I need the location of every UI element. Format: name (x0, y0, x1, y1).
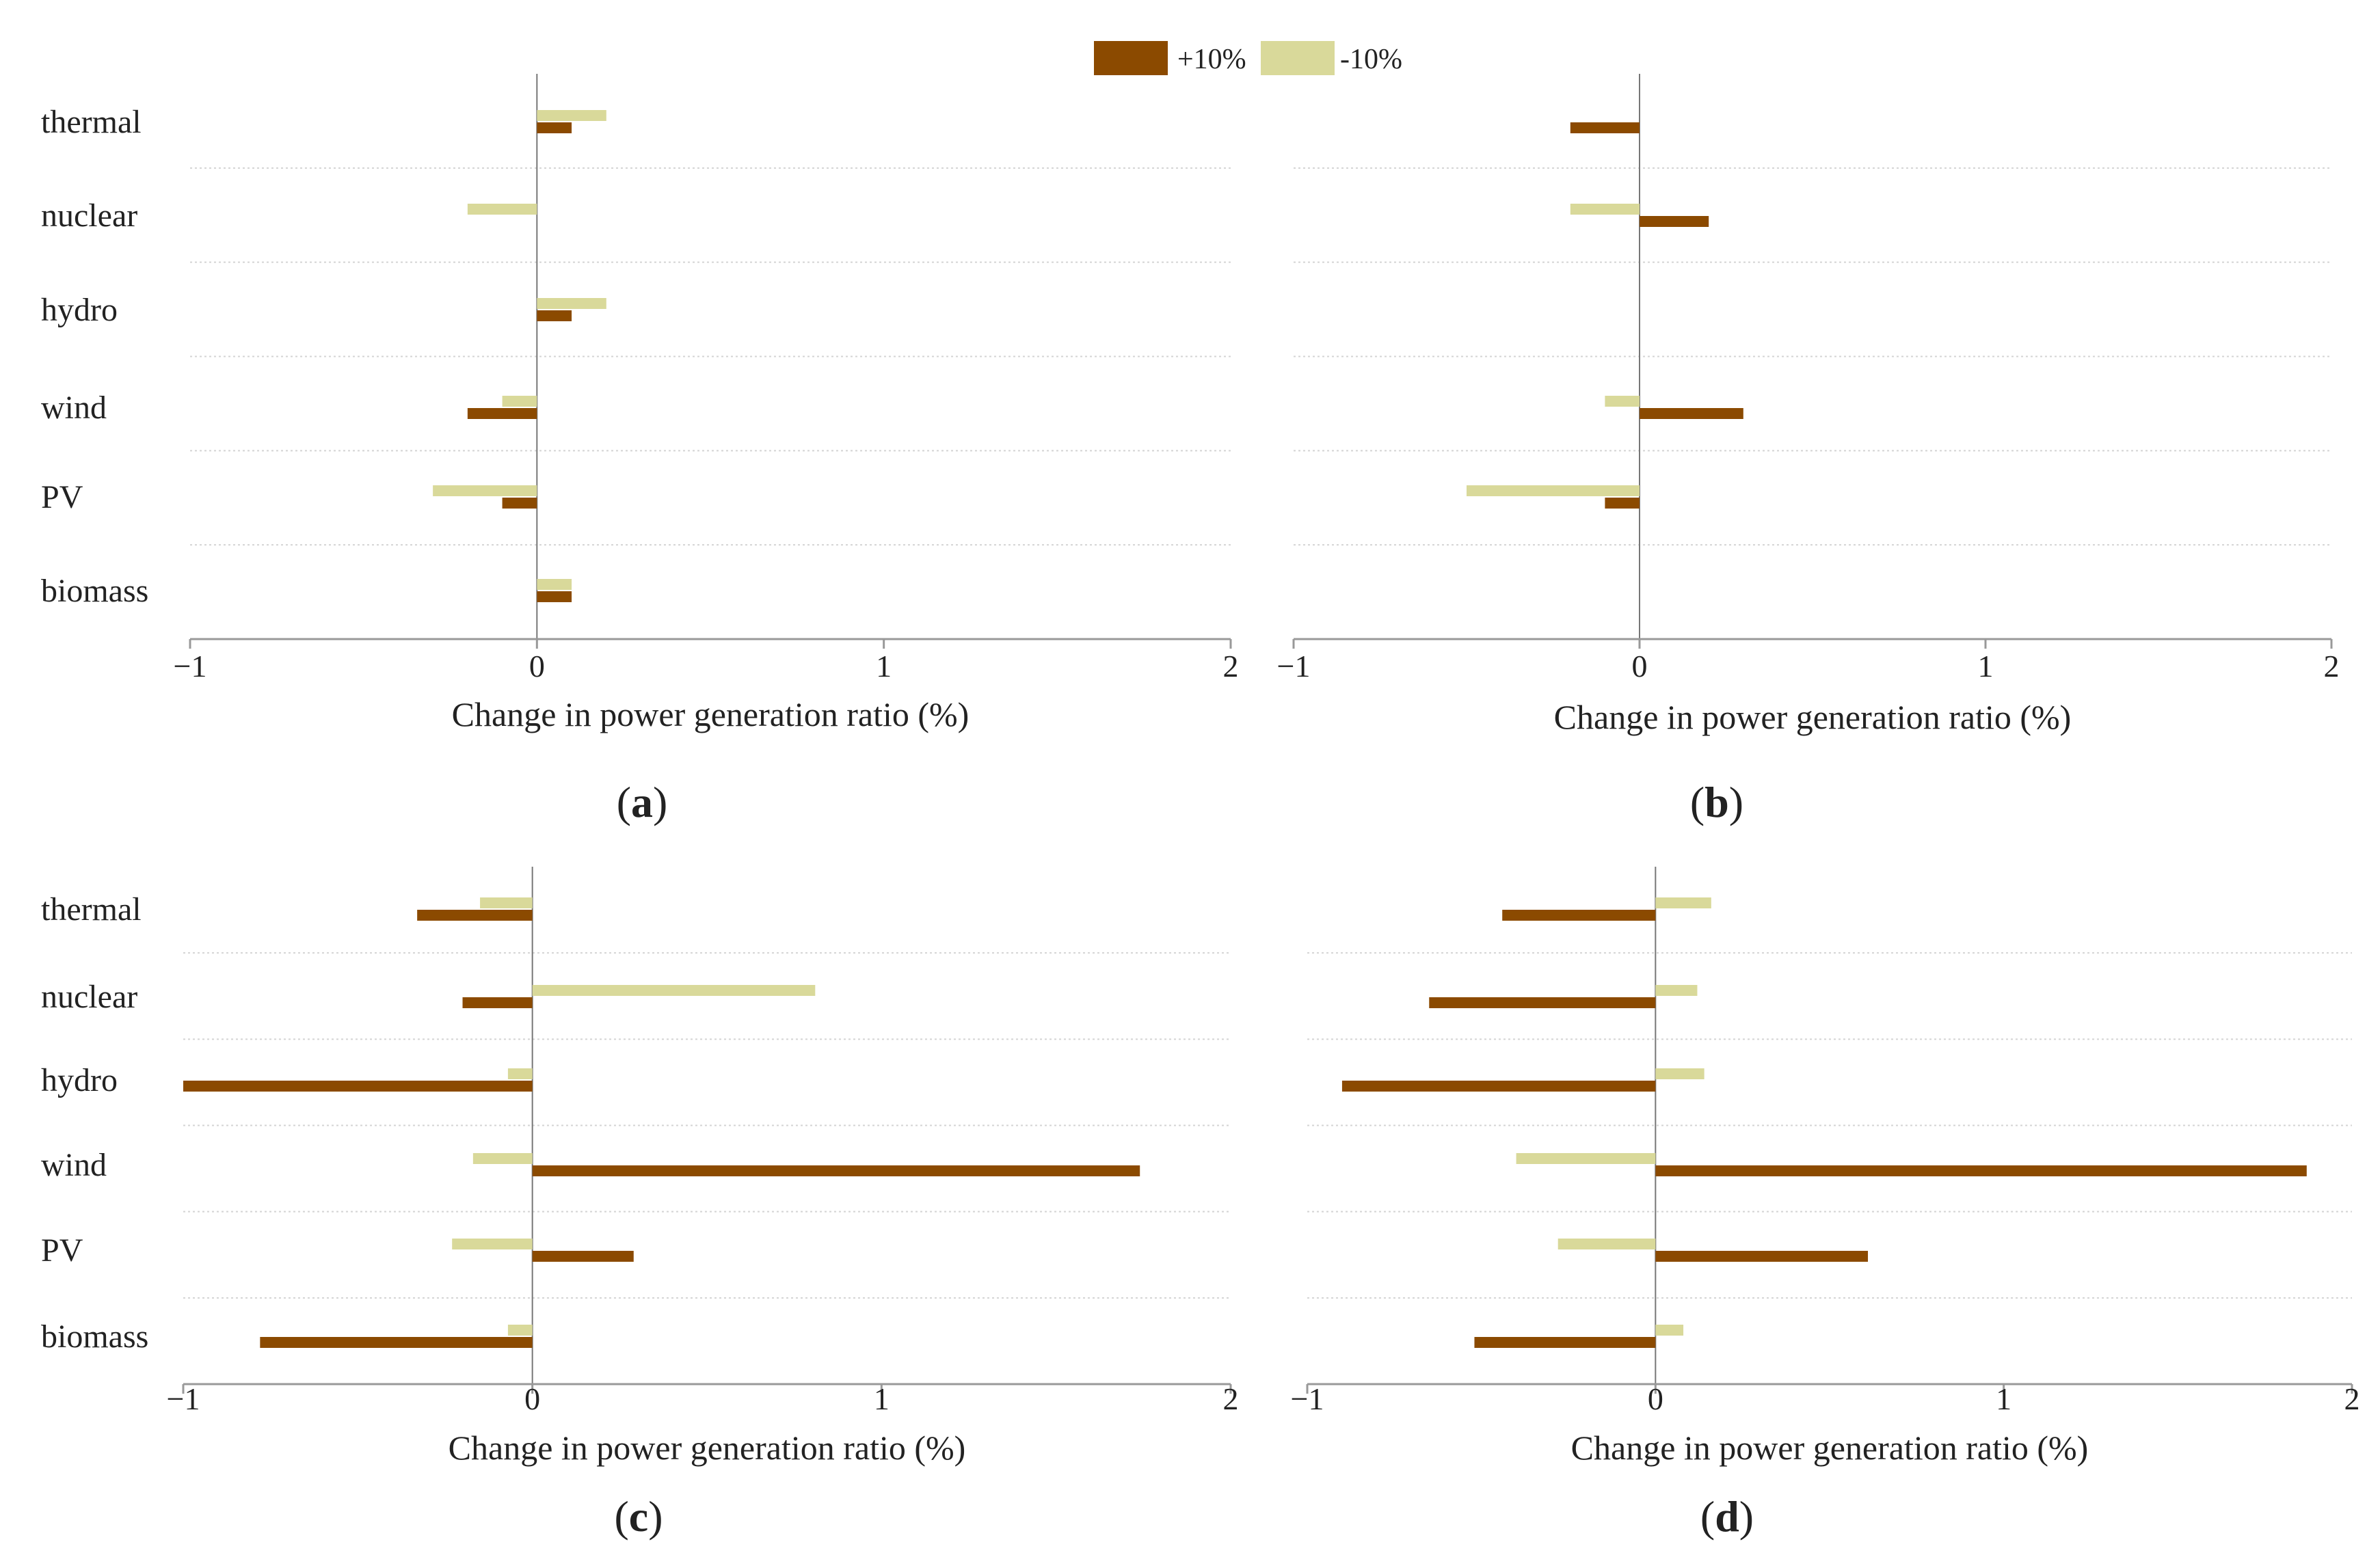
bar-pv-plus10 (1655, 1251, 1869, 1262)
bar-pv-minus10 (1557, 1239, 1656, 1249)
bar-pv-minus10 (1467, 485, 1640, 496)
panels: −1 0 1 2 thermal nuclear hydro wind PV biomass Cha… (41, 74, 2360, 1541)
x-tick-label: 2 (1223, 649, 1239, 684)
category-label-biomass: biomass (41, 573, 148, 609)
bar-thermal-plus10 (1570, 122, 1640, 133)
panel-label: (a) (617, 778, 668, 826)
x-axis-label: Change in power generation ratio (%) (1554, 698, 2072, 736)
legend: +10% -10% (1094, 41, 1402, 75)
category-label-hydro: hydro (41, 1062, 118, 1098)
category-label-wind: wind (41, 1147, 107, 1183)
panel-b: −1 0 1 2 Change in power generation ratio (%… (1277, 74, 2340, 826)
panel-label: (c) (614, 1492, 663, 1541)
category-label-nuclear: nuclear (41, 198, 137, 234)
panel-label: (d) (1700, 1492, 1754, 1541)
panel-letter: c (629, 1492, 648, 1541)
category-label-thermal: thermal (41, 891, 142, 928)
x-tick-label: 0 (1648, 1381, 1663, 1416)
bar-wind-plus10 (1655, 1165, 2307, 1176)
bar-biomass-plus10 (1474, 1337, 1656, 1348)
bar-pv-plus10 (532, 1251, 634, 1262)
bar-pv-plus10 (1605, 498, 1640, 509)
bar-biomass-minus10 (537, 579, 572, 590)
panel-letter: b (1704, 778, 1729, 826)
bar-wind-minus10 (1516, 1153, 1656, 1164)
bar-hydro-plus10 (1341, 1081, 1656, 1092)
bar-biomass-minus10 (1655, 1325, 1684, 1336)
x-tick-label: −1 (1277, 649, 1311, 684)
x-tick-label: −1 (1291, 1381, 1324, 1416)
bar-biomass-minus10 (507, 1325, 533, 1336)
bar-pv-plus10 (502, 498, 537, 509)
bar-thermal-plus10 (537, 122, 572, 133)
panel-letter: d (1715, 1492, 1739, 1541)
bar-wind-plus10 (532, 1165, 1140, 1176)
bar-nuclear-plus10 (462, 997, 533, 1008)
category-label-hydro: hydro (41, 292, 118, 328)
bar-pv-minus10 (452, 1239, 533, 1249)
panel-c: −1 0 1 2 thermal nuclear hydro wind PV biomass Cha… (41, 867, 1239, 1541)
x-tick-label: 0 (529, 649, 545, 684)
panel-d: −1 0 1 2 Change in power generation ratio (%… (1291, 867, 2360, 1541)
bar-wind-minus10 (472, 1153, 533, 1164)
bar-nuclear-plus10 (1640, 216, 1709, 227)
bar-hydro-plus10 (537, 310, 572, 321)
bar-wind-plus10 (467, 408, 537, 419)
bar-thermal-minus10 (1655, 897, 1711, 908)
x-tick-label: 1 (874, 1381, 890, 1416)
bar-biomass-plus10 (260, 1337, 533, 1348)
bar-pv-minus10 (433, 485, 537, 496)
bar-wind-minus10 (1605, 396, 1640, 407)
bar-nuclear-minus10 (1570, 204, 1640, 215)
bar-hydro-plus10 (183, 1081, 533, 1092)
x-tick-label: 1 (876, 649, 892, 684)
x-axis-label: Change in power generation ratio (%) (1571, 1429, 2089, 1467)
bar-wind-minus10 (502, 396, 537, 407)
panel-letter: a (631, 778, 653, 826)
x-tick-label: 1 (1996, 1381, 2011, 1416)
legend-label: -10% (1340, 44, 1402, 75)
legend-swatch-plus10 (1094, 41, 1168, 75)
panel-a: −1 0 1 2 thermal nuclear hydro wind PV biomass Cha… (41, 74, 1239, 826)
category-label-pv: PV (41, 1232, 83, 1269)
x-tick-label: −1 (174, 649, 207, 684)
bar-hydro-minus10 (1655, 1068, 1704, 1079)
bar-wind-plus10 (1640, 408, 1743, 419)
bar-nuclear-minus10 (532, 985, 816, 996)
x-tick-label: −1 (167, 1381, 200, 1416)
bar-thermal-plus10 (1502, 910, 1656, 921)
bar-nuclear-plus10 (1429, 997, 1656, 1008)
x-tick-label: 2 (1223, 1381, 1239, 1416)
legend-swatch-minus10 (1261, 41, 1335, 75)
x-tick-label: 2 (2324, 649, 2340, 684)
bar-hydro-minus10 (537, 298, 606, 309)
bar-thermal-minus10 (480, 897, 533, 908)
category-label-nuclear: nuclear (41, 979, 137, 1015)
x-tick-label: 0 (524, 1381, 540, 1416)
x-tick-label: 0 (1632, 649, 1648, 684)
legend-label: +10% (1177, 44, 1246, 75)
x-tick-label: 1 (1978, 649, 1994, 684)
bar-nuclear-minus10 (467, 204, 537, 215)
bar-biomass-plus10 (537, 591, 572, 602)
bar-thermal-plus10 (417, 910, 533, 921)
category-label-pv: PV (41, 479, 83, 515)
bar-thermal-minus10 (537, 110, 606, 121)
category-label-wind: wind (41, 390, 107, 426)
category-label-biomass: biomass (41, 1319, 148, 1355)
bar-nuclear-minus10 (1655, 985, 1698, 996)
x-axis-label: Change in power generation ratio (%) (452, 695, 970, 733)
x-axis-label: Change in power generation ratio (%) (449, 1429, 966, 1467)
bar-hydro-minus10 (507, 1068, 533, 1079)
x-tick-label: 2 (2344, 1381, 2360, 1416)
panel-label: (b) (1690, 778, 1743, 826)
category-label-thermal: thermal (41, 104, 142, 140)
